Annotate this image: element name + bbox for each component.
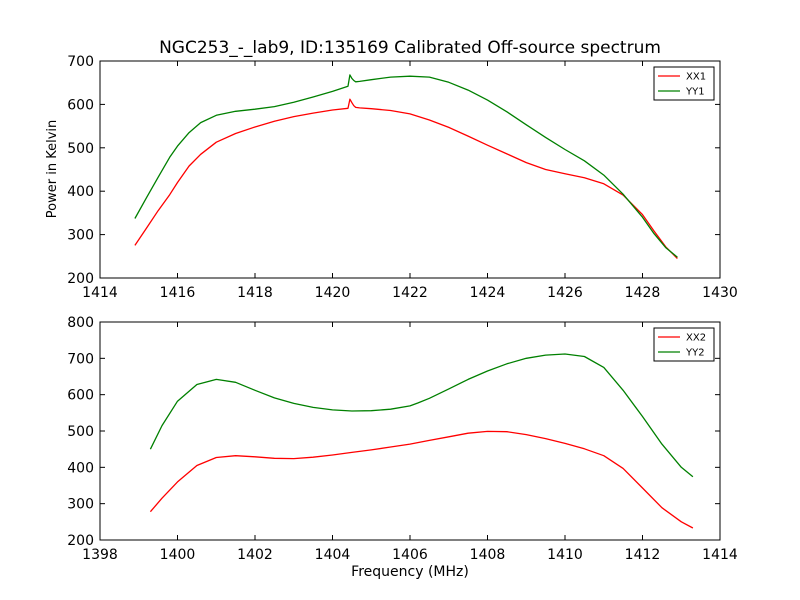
series-line-yy1 <box>134 74 678 258</box>
series-line-xx2 <box>149 430 694 529</box>
y-tick-label: 700 <box>67 54 94 70</box>
y-tick-label: 500 <box>67 424 94 440</box>
series-line-xx1 <box>134 98 678 259</box>
y-tick-label: 300 <box>67 228 94 244</box>
y-tick-label: 300 <box>67 497 94 513</box>
y-tick-label: 600 <box>67 97 94 113</box>
x-tick-label: 1404 <box>315 547 351 563</box>
x-axis-label: Frequency (MHz) <box>351 564 469 580</box>
y-tick-label: 700 <box>67 351 94 367</box>
y-tick-label: 200 <box>67 533 94 549</box>
legend <box>653 327 715 362</box>
plot-panel-bottom: 1398 1400 1402 1404 1406 1408 1410 1412 1414 200 3… <box>67 315 738 563</box>
y-tick-label: 400 <box>67 184 94 200</box>
x-tick-label: 1420 <box>315 285 351 301</box>
y-tick-label: 600 <box>67 388 94 404</box>
x-tick-label: 1414 <box>82 285 118 301</box>
y-axis-label: Power in Kelvin <box>45 120 60 218</box>
y-tick-label: 400 <box>67 460 94 476</box>
x-tick-label: 1400 <box>160 547 196 563</box>
x-tick-label: 1406 <box>392 547 428 563</box>
x-tick-label: 1422 <box>392 285 428 301</box>
x-tick-label: 1416 <box>160 285 196 301</box>
y-tick-label: 800 <box>67 315 94 331</box>
x-tick-label: 1426 <box>547 285 583 301</box>
x-tick-label: 1418 <box>237 285 273 301</box>
legend-label-yy2: YY2 <box>685 348 705 359</box>
x-tick-label: 1408 <box>470 547 506 563</box>
x-tick-label: 1430 <box>702 285 738 301</box>
x-tick-label: 1398 <box>82 547 118 563</box>
x-tick-label: 1402 <box>237 547 273 563</box>
y-tick-label: 500 <box>67 141 94 157</box>
x-tick-label: 1428 <box>625 285 661 301</box>
x-tick-label: 1412 <box>625 547 661 563</box>
legend <box>653 66 715 101</box>
y-tick-label: 200 <box>67 271 94 287</box>
x-tick-label: 1410 <box>547 547 583 563</box>
chart-title: NGC253_-_lab9, ID:135169 Calibrated Off-… <box>159 38 661 58</box>
legend-label-xx2: XX2 <box>686 333 706 344</box>
x-tick-label: 1424 <box>470 285 506 301</box>
legend-label-yy1: YY1 <box>685 87 705 98</box>
x-tick-label: 1414 <box>702 547 738 563</box>
series-line-yy2 <box>149 353 694 478</box>
legend-label-xx1: XX1 <box>686 72 706 83</box>
plot-panel-top: 1414 1416 1418 1420 1422 1424 1426 1428 1430 200 3… <box>67 54 738 301</box>
